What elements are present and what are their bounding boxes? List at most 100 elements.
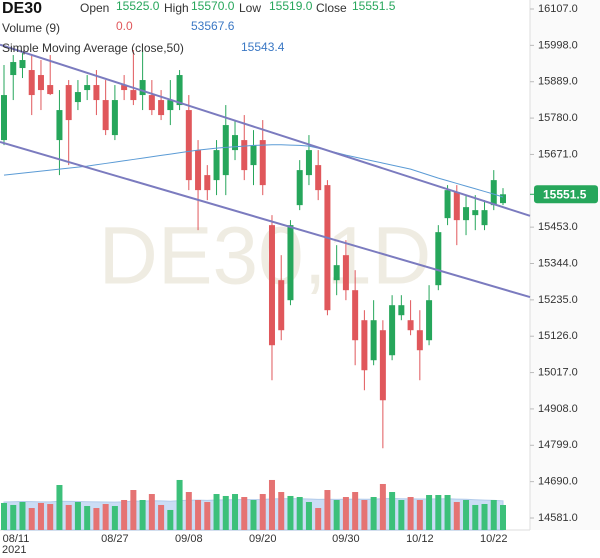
volume-bar <box>74 502 81 530</box>
candle-body <box>333 265 340 281</box>
volume-bar <box>342 497 349 530</box>
volume-bar <box>47 504 54 530</box>
x-tick-label: 10/22 <box>480 533 508 545</box>
candle-body <box>176 75 183 106</box>
candle-body <box>213 150 220 181</box>
volume-bar <box>315 508 322 530</box>
high-label: High <box>164 1 189 15</box>
candle-body <box>352 290 359 341</box>
y-tick-label: 15453.0 <box>538 221 578 233</box>
volume-bar <box>121 499 128 530</box>
candle-body <box>268 225 275 346</box>
y-tick-label: 14799.0 <box>538 439 578 451</box>
price-layer: 15551.5 <box>0 43 598 449</box>
volume-bar <box>139 499 146 530</box>
candle-body <box>305 150 312 176</box>
candle-body <box>500 194 506 204</box>
candle-body <box>148 95 155 111</box>
volume-bar <box>444 495 451 530</box>
candle-body <box>111 100 118 136</box>
candle-body <box>287 225 294 301</box>
candle-body <box>19 60 26 69</box>
volume-bar <box>287 495 294 530</box>
candle-body <box>121 85 128 91</box>
y-tick-label: 14690.0 <box>538 476 578 488</box>
volume-bar <box>232 494 239 530</box>
candle-body <box>370 320 377 361</box>
candle-body <box>195 150 202 191</box>
trend-line <box>0 43 531 217</box>
volume-bar <box>463 499 470 530</box>
candle-body <box>139 80 146 96</box>
candle-body <box>315 165 322 191</box>
volume-bar <box>158 504 165 530</box>
candle-body <box>28 70 35 96</box>
volume-bar <box>195 499 202 530</box>
volume-bar <box>305 502 312 530</box>
background-layer: DE30,1D 14581.0 14690.0 14799.0 14908.0 15017… <box>2 3 578 556</box>
volume-bar <box>268 479 275 530</box>
last-price-label: 15551.5 <box>543 187 587 201</box>
candle-body <box>259 140 266 186</box>
candle-body <box>222 125 229 176</box>
volume-bar <box>250 499 257 530</box>
x-tick-label: 10/12 <box>406 533 434 545</box>
x-tick-label: 08/27 <box>101 533 129 545</box>
volume-bar <box>379 483 386 530</box>
candle-body <box>379 330 386 401</box>
watermark: DE30,1D <box>99 211 432 302</box>
y-tick-label: 16107.0 <box>538 3 578 15</box>
candle-body <box>472 210 479 216</box>
candle-body <box>435 232 442 286</box>
y-tick-label: 15889.0 <box>538 76 578 88</box>
candle-body <box>37 75 44 91</box>
x-year-label: 2021 <box>2 544 26 556</box>
volume-bar <box>361 499 368 530</box>
header: DE30 Open 15525.0 High 15570.0 Low 15519… <box>2 0 396 55</box>
volume-bar <box>490 499 497 530</box>
volume-bar <box>241 497 248 530</box>
volume-bar <box>259 494 266 530</box>
y-tick-label: 14908.0 <box>538 403 578 415</box>
volume-bar <box>102 504 109 530</box>
low-value: 15519.0 <box>269 0 313 13</box>
candle-body <box>56 110 63 141</box>
candle-body <box>102 100 109 131</box>
candle-body <box>74 92 81 103</box>
x-tick-label: 09/30 <box>332 533 360 545</box>
candle-body <box>342 255 349 291</box>
volume-bar <box>435 495 442 530</box>
volume-bar <box>204 502 211 530</box>
volume-bar <box>389 492 396 530</box>
volume-bar <box>1 502 7 530</box>
volume-bar <box>37 502 44 530</box>
last-price-badge <box>534 185 598 204</box>
y-tick-label: 15671.0 <box>538 148 578 160</box>
candle-body <box>158 100 165 116</box>
candle-body <box>241 140 248 171</box>
open-label: Open <box>80 1 109 15</box>
volume-bar <box>28 508 35 530</box>
volume-bar <box>176 479 183 530</box>
candle-body <box>296 170 303 206</box>
candle-body <box>416 330 423 351</box>
volume-bar <box>352 492 359 530</box>
close-value: 15551.5 <box>352 0 396 13</box>
volume-bar <box>500 505 506 530</box>
volume-layer <box>1 479 506 531</box>
x-tick-label: 08/11 <box>3 533 30 545</box>
candle-body <box>204 175 211 191</box>
high-value: 15570.0 <box>191 0 235 13</box>
candle-body <box>324 185 331 311</box>
candle-body <box>398 305 405 316</box>
candle-body <box>361 320 368 371</box>
y-tick-label: 15017.0 <box>538 366 578 378</box>
volume-bar <box>472 504 479 530</box>
close-label: Close <box>316 1 347 15</box>
low-label: Low <box>239 1 261 15</box>
candle-body <box>407 320 414 331</box>
y-tick-label: 14581.0 <box>538 512 578 524</box>
volume-bar <box>84 506 91 530</box>
symbol: DE30 <box>2 0 42 17</box>
